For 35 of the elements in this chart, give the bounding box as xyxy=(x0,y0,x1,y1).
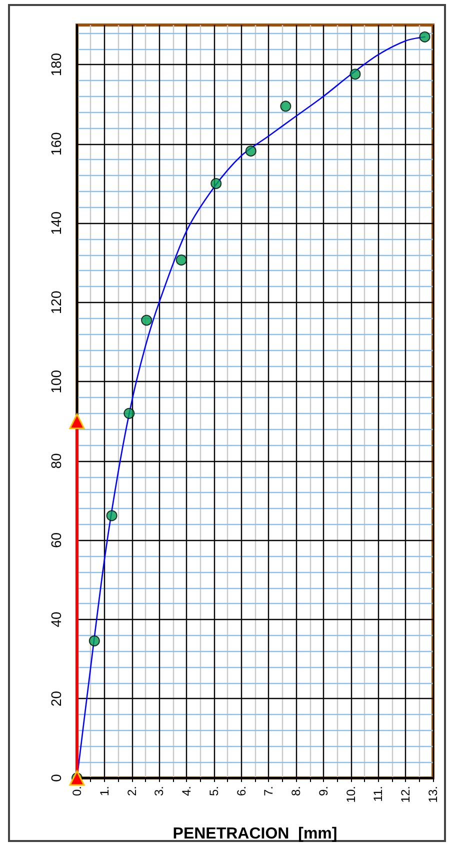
x-tick-label: 7. xyxy=(262,786,276,796)
point xyxy=(350,68,361,80)
y-tick-label: 60 xyxy=(48,532,64,548)
x-tick-label: 5. xyxy=(206,786,221,796)
x-tick-label: 6. xyxy=(234,786,248,796)
x-tick-label: 9. xyxy=(316,786,330,796)
x-tick-label: 4. xyxy=(180,786,194,796)
x-tick-label: 13. xyxy=(426,786,440,803)
point xyxy=(88,635,100,646)
y-tick-label: 80 xyxy=(48,452,64,469)
y-tick-label: 100 xyxy=(48,370,64,394)
point xyxy=(280,100,292,112)
x-tick-label: 8. xyxy=(289,786,304,796)
point xyxy=(210,178,222,190)
point xyxy=(176,254,187,266)
y-tick-label: 0 xyxy=(48,774,64,782)
point xyxy=(124,408,135,419)
x-tick-label: 3. xyxy=(152,786,166,796)
x-tick-label: 1. xyxy=(97,786,112,796)
point xyxy=(419,31,430,42)
point xyxy=(141,314,152,326)
x-tick-label: 10. xyxy=(344,786,358,803)
y-tick-label: 140 xyxy=(48,211,64,235)
x-tick-label: 2. xyxy=(124,786,139,796)
x-axis-title: PENETRACION [mm] xyxy=(172,826,338,842)
point xyxy=(106,510,118,522)
y-tick-label: 180 xyxy=(48,52,64,76)
point xyxy=(245,146,256,157)
y-tick-label: 120 xyxy=(48,290,64,314)
x-tick-label: 12. xyxy=(398,786,413,803)
x-tick-label: 0. xyxy=(70,786,84,796)
y-tick-label: 20 xyxy=(48,690,64,707)
x-tick-label: 11. xyxy=(371,786,386,802)
y-tick-label: 160 xyxy=(48,132,64,156)
y-tick-label: 40 xyxy=(48,611,64,628)
